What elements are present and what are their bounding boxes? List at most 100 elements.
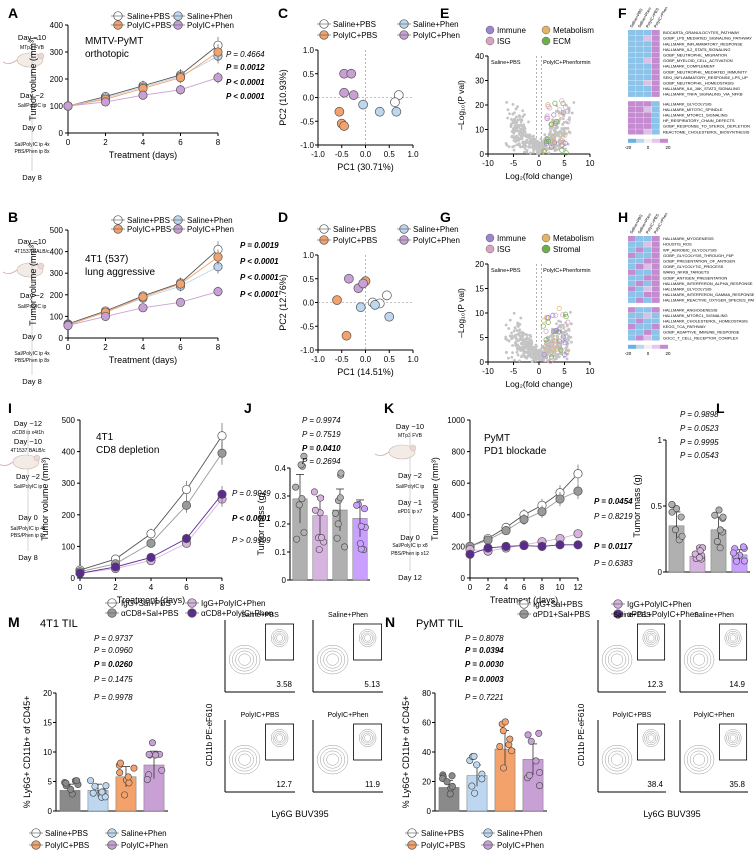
data-point: [519, 541, 529, 551]
p-value: P < 0.0001: [240, 273, 279, 282]
heatmap-cell: [628, 106, 636, 113]
data-point: [213, 252, 223, 262]
highlight-gene: [562, 340, 568, 346]
x-tick-label: 8: [216, 138, 221, 147]
heatmap-cell: [644, 329, 652, 335]
heatmap-cell: [636, 129, 644, 135]
x-axis-title: Log₂(fold change): [505, 379, 572, 389]
data-dot: [524, 731, 532, 739]
data-dot: [471, 789, 479, 797]
gene-point: [527, 354, 531, 357]
y-tick-label: 0: [71, 574, 76, 583]
volcano-E: -10 -5 0 5 10 0 10 20 30 40 Saline+PBS PolyIC+Phenf…: [456, 25, 595, 181]
flow-plot: PolyIC+PBS 12.7: [224, 712, 295, 793]
contour: [607, 750, 627, 769]
highlight-gene: [545, 103, 551, 109]
gene-point: [528, 151, 532, 155]
panel-label-C: C: [278, 5, 288, 21]
heatmap-cell: [628, 307, 636, 313]
scale-swatch: [644, 138, 652, 143]
mouse-ear: [37, 52, 45, 60]
flow-y-title: CD11b PE-eF610: [577, 703, 586, 766]
contour: [323, 750, 342, 769]
heatmap-cell: [636, 30, 644, 36]
heatmap-cell: [652, 247, 660, 253]
chart-title: MMTV-PyMT: [85, 36, 143, 47]
gene-point: [523, 113, 526, 117]
heatmap-cell: [644, 80, 652, 86]
x-tick-label: 0.0: [360, 150, 372, 159]
p-value: P = 0.0003: [465, 675, 504, 684]
y-tick-label: 400: [50, 248, 64, 257]
scale-label: 20: [665, 351, 671, 356]
x-tick-label: 0: [78, 583, 83, 592]
data-point: [573, 486, 583, 496]
heatmap-cell: [652, 69, 660, 75]
legend-label: PolyIC+PBS: [421, 841, 465, 850]
y-tick-label: 0.5: [303, 275, 315, 284]
data-dot: [124, 773, 132, 781]
flow-plot: PolyIC+PBS 38.4: [597, 712, 666, 793]
highlight-gene: [548, 121, 554, 127]
heatmap-cell: [652, 129, 660, 135]
heatmap-cell: [644, 112, 652, 118]
highlight-gene: [555, 329, 561, 335]
timeline-day: Day 8: [22, 377, 42, 386]
data-point: [391, 106, 402, 117]
chart-title: PD1 blockade: [484, 446, 547, 457]
contour: [276, 634, 284, 642]
gene-point: [528, 333, 532, 337]
gene-point: [547, 151, 551, 155]
gate: [353, 723, 383, 761]
data-dot: [473, 761, 481, 769]
row-label: GOBP_ANTIGEN_PRESENTATION: [663, 275, 727, 280]
heatmap-cell: [636, 236, 644, 242]
y-tick-label: 100: [50, 102, 64, 111]
gene-point: [512, 148, 516, 152]
highlight-gene: [541, 148, 547, 154]
y-tick-label: 0.5: [651, 502, 663, 511]
legend-label: Saline+PBS: [45, 829, 88, 838]
gene-point: [556, 144, 560, 148]
highlight-gene: [559, 98, 565, 104]
gate-value: 5.13: [364, 680, 380, 689]
heatmap-cell: [628, 252, 636, 259]
contour: [689, 750, 709, 769]
gene-point: [519, 120, 523, 124]
gene-point: [567, 334, 570, 338]
highlight-gene: [544, 136, 550, 142]
y-axis-title: Tumor volume (mm³): [28, 37, 38, 121]
timeline-day: Day −10: [396, 422, 424, 431]
data-point: [332, 295, 342, 305]
y-tick-label: 20: [43, 689, 52, 698]
gene-point: [518, 115, 522, 118]
data-dot: [297, 461, 305, 469]
y-tick-label: 0: [427, 807, 432, 816]
heatmap-cell: [628, 123, 636, 129]
x-tick-label: 10: [556, 583, 565, 592]
legend-label: IgG+PolyIC+Phen: [201, 599, 265, 608]
contour: [316, 744, 349, 775]
highlight-gene: [551, 134, 557, 140]
data-dot: [500, 764, 508, 772]
panel-label-F: F: [618, 5, 627, 21]
heatmap-cell: [652, 318, 660, 324]
data-point: [175, 297, 186, 307]
heatmap-cell: [636, 275, 644, 281]
heatmap-cell: [644, 275, 652, 281]
gene-point: [523, 340, 527, 344]
legend-label: αCD8+PolyIC+Phen: [201, 609, 273, 618]
gene-point: [511, 351, 515, 354]
legend-label: IgG+Sal+PBS: [121, 599, 171, 608]
gene-point: [561, 117, 565, 121]
y-tick-label: 0.1: [275, 548, 287, 557]
x-axis-title: Log₂(fold change): [505, 171, 572, 181]
row-label: GOBP_PRESENTATION_OF_ANTIGEN: [663, 259, 735, 264]
x-axis-title: Treatment (days): [109, 150, 177, 160]
row-label: HP_RESPIRATORY_CHAIN_DEFECTS: [663, 118, 735, 123]
data-dot: [468, 782, 476, 790]
scale-swatch: [652, 344, 660, 349]
highlight-gene: [544, 344, 550, 350]
timeline-day: Day −12: [14, 419, 42, 428]
